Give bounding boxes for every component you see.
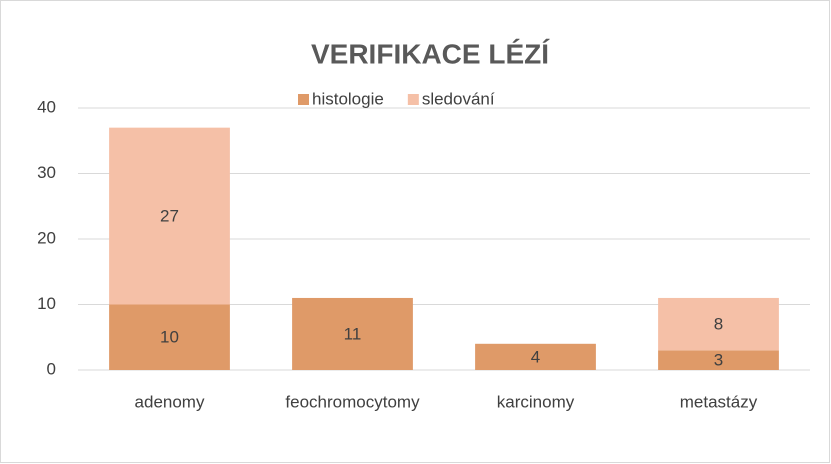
bar-segment (658, 297, 779, 351)
legend-label: histologie (312, 89, 384, 108)
bar-segment (292, 297, 413, 370)
bar-segment (109, 127, 230, 305)
data-label: 3 (714, 351, 723, 370)
data-label: 27 (160, 207, 179, 226)
legend-swatch (407, 94, 419, 105)
x-tick-label: feochromocytomy (285, 392, 420, 411)
data-label: 11 (344, 324, 362, 343)
y-tick-label: 10 (37, 294, 56, 313)
data-label: 8 (714, 315, 723, 334)
y-tick-label: 30 (37, 163, 56, 182)
y-tick-label: 20 (37, 228, 56, 247)
legend-swatch (298, 94, 309, 105)
bar-segment (475, 343, 596, 370)
chart-title: VERIFIKACE LÉZÍ (311, 38, 550, 69)
x-tick-label: karcinomy (497, 392, 575, 411)
data-label: 10 (160, 328, 179, 347)
y-tick-label: 40 (37, 97, 56, 116)
x-tick-label: metastázy (680, 392, 758, 411)
data-label: 4 (531, 347, 540, 366)
legend-label: sledování (422, 89, 495, 108)
bar-segment (109, 304, 230, 370)
y-tick-label: 0 (47, 359, 56, 378)
bar-segment (658, 350, 779, 370)
x-tick-label: adenomy (135, 392, 205, 411)
